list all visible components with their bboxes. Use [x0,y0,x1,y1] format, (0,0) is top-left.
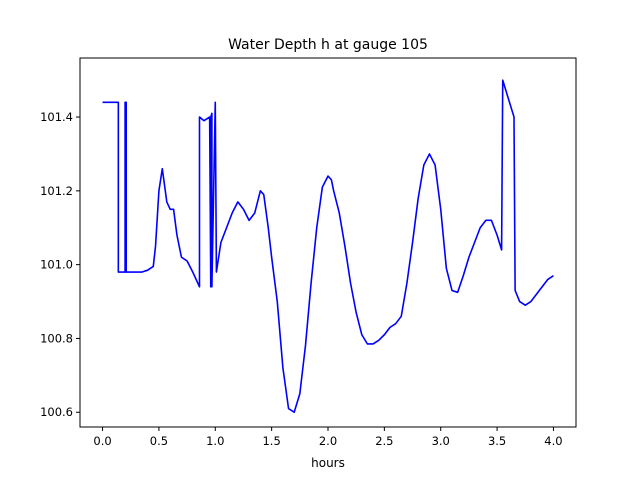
x-tick-label: 0.0 [93,434,111,448]
x-tick-label: 3.0 [432,434,450,448]
y-tick-label: 101.0 [40,258,73,272]
y-tick-label: 101.2 [40,184,73,198]
y-tick-label: 101.4 [40,110,73,124]
x-tick-label: 2.0 [319,434,337,448]
x-tick-label: 0.5 [150,434,168,448]
y-axis: 100.6 100.8 101.0 101.2 101.4 [40,110,80,419]
x-axis-label: hours [311,456,345,470]
chart-title: Water Depth h at gauge 105 [228,37,428,53]
y-tick-label: 100.6 [40,405,73,419]
series-line [102,79,554,414]
y-tick-label: 100.8 [40,331,73,345]
x-tick-label: 1.0 [206,434,224,448]
x-tick-label: 4.0 [544,434,562,448]
plot-area [79,57,577,428]
x-axis: 0.0 0.5 1.0 1.5 2.0 2.5 3.0 3.5 4.0 [93,427,563,448]
x-tick-label: 3.5 [488,434,506,448]
x-tick-label: 1.5 [262,434,280,448]
x-tick-label: 2.5 [375,434,393,448]
